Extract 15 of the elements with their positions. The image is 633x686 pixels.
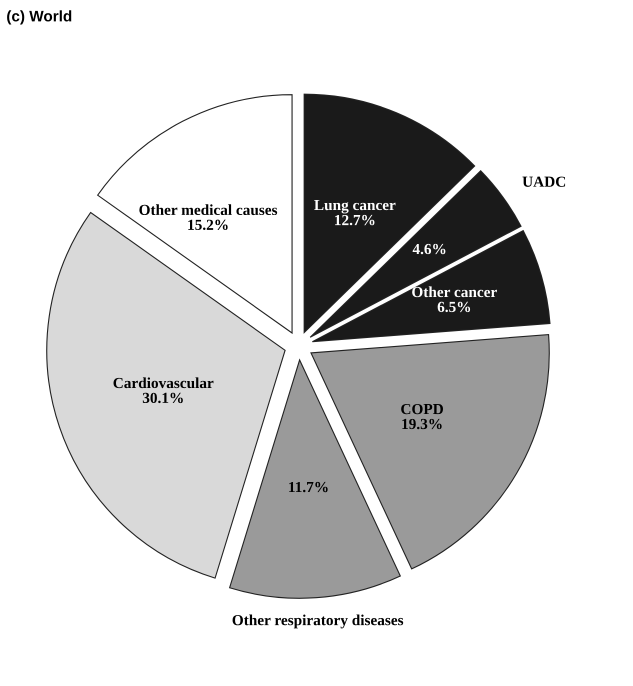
data-label: 6.5%	[438, 302, 470, 312]
slice-label: Lung cancer	[314, 200, 396, 214]
data-label: 30.1%	[142, 392, 183, 404]
slice-label: COPD	[401, 404, 443, 414]
slice-label: Other respiratory diseases	[232, 614, 404, 628]
slice-label: Cardiovascular	[114, 377, 214, 388]
data-label: 4.6%	[412, 244, 446, 254]
slice-label: Other cancer	[412, 286, 497, 298]
slice-label: UADC	[522, 176, 566, 187]
data-label: 11.7%	[289, 482, 328, 492]
data-label: 19.3%	[402, 418, 442, 430]
data-label: 15.2%	[188, 220, 228, 230]
slice-label: Other medical causes	[139, 204, 278, 216]
chart-title: (c) World	[7, 10, 72, 25]
data-label: 12.7%	[335, 214, 374, 226]
